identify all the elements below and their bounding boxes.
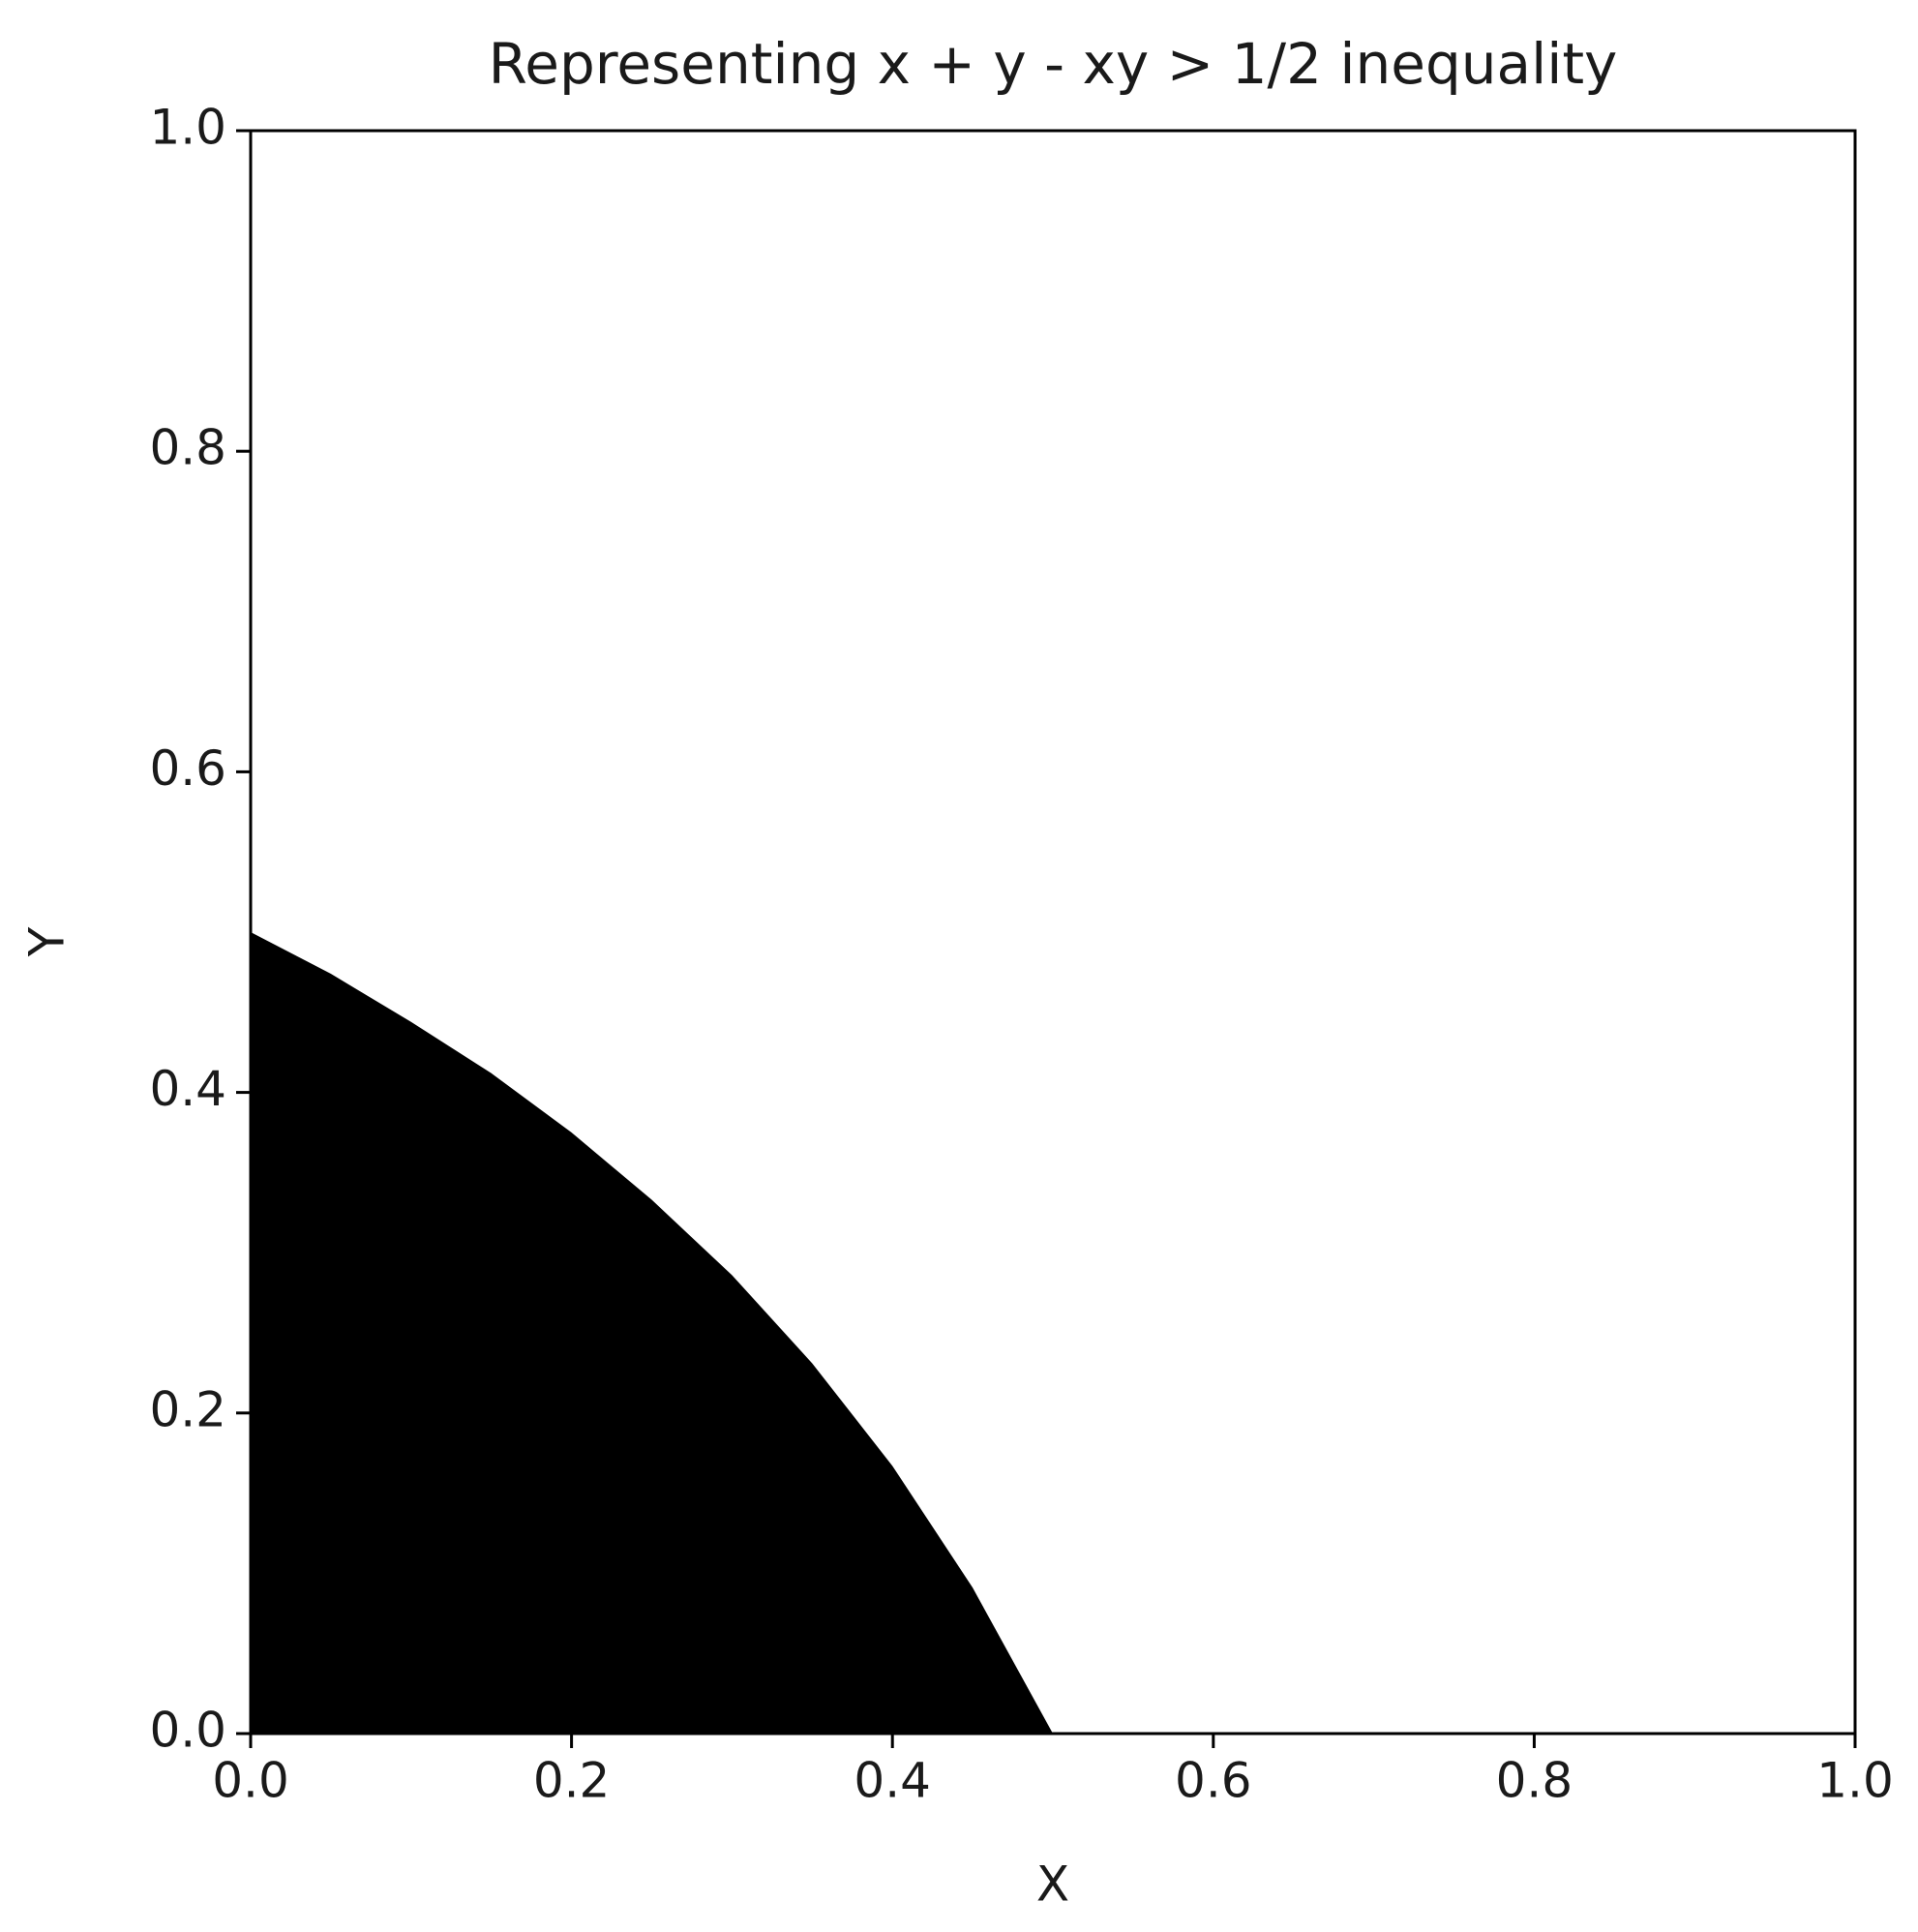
x-tick-label: 0.4 bbox=[854, 1753, 931, 1809]
y-tick-label: 0.2 bbox=[149, 1381, 226, 1437]
y-axis-label: Y bbox=[19, 926, 75, 957]
x-tick-label: 0.2 bbox=[533, 1753, 611, 1809]
chart-title: Representing x + y - xy > 1/2 inequality bbox=[489, 31, 1618, 97]
x-tick-label: 0.6 bbox=[1175, 1753, 1252, 1809]
area bbox=[251, 932, 1053, 1734]
y-tick-label: 0.4 bbox=[149, 1061, 226, 1117]
plot-frame bbox=[249, 129, 1857, 1736]
x-axis-label: X bbox=[1036, 1857, 1069, 1913]
x-tick-label: 0.0 bbox=[212, 1753, 289, 1809]
y-tick-label: 0.0 bbox=[149, 1703, 226, 1759]
y-tick-label: 0.6 bbox=[149, 740, 226, 797]
x-tick-label: 0.8 bbox=[1496, 1753, 1573, 1809]
x-tick-label: 1.0 bbox=[1816, 1753, 1894, 1809]
y-tick-label: 1.0 bbox=[149, 100, 226, 156]
y-tick-label: 0.8 bbox=[149, 420, 226, 476]
